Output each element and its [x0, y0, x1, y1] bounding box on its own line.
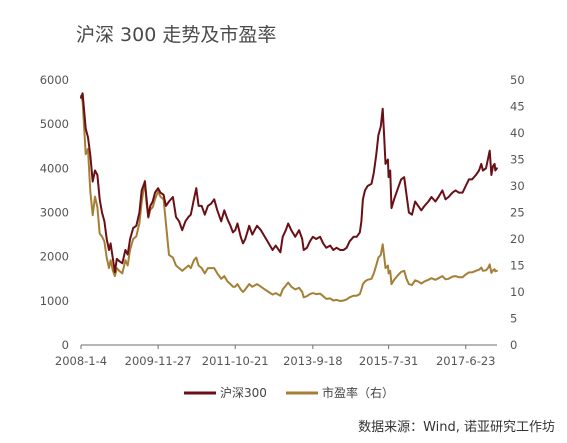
left-y-tick-label: 4000 — [40, 161, 69, 175]
x-tick-label: 2013-9-18 — [283, 354, 343, 368]
right-y-tick-label: 45 — [510, 100, 525, 114]
right-y-tick-label: 15 — [510, 259, 525, 273]
csi300-index-line — [80, 92, 498, 274]
right-y-tick-label: 20 — [510, 232, 525, 246]
chart-title: 沪深 300 走势及市盈率 — [76, 24, 277, 46]
right-y-tick-label: 35 — [510, 153, 525, 167]
legend-label: 沪深300 — [220, 386, 267, 400]
x-tick-label: 2008-1-4 — [55, 354, 107, 368]
right-y-tick-label: 10 — [510, 285, 525, 299]
x-tick-label: 2009-11-27 — [125, 354, 192, 368]
axes: 2008-1-4 2009-11-27 2011-10-21 2013-9-18 201… — [40, 73, 525, 368]
left-y-tick-label: 3000 — [40, 206, 69, 220]
legend-item-pe-ratio: 市盈率（右） — [286, 385, 394, 400]
x-tick-label: 2017-6-23 — [436, 354, 496, 368]
left-y-tick-label: 5000 — [40, 117, 69, 131]
pe-ratio-line — [80, 94, 498, 302]
left-y-tick-label: 2000 — [40, 250, 69, 264]
legend: 沪深300 市盈率（右） — [184, 385, 394, 400]
right-y-tick-label: 30 — [510, 179, 525, 193]
right-y-tick-label: 5 — [510, 312, 517, 326]
x-tick-label: 2015-7-31 — [359, 354, 419, 368]
legend-label: 市盈率（右） — [322, 385, 394, 400]
right-y-tick-label: 40 — [510, 126, 525, 140]
right-y-tick-label: 50 — [510, 73, 525, 87]
left-y-tick-label: 1000 — [40, 294, 69, 308]
x-tick-label: 2011-10-21 — [202, 354, 269, 368]
left-y-tick-label: 6000 — [40, 73, 69, 87]
source-note: 数据来源：Wind, 诺亚研究工作坊 — [358, 420, 555, 435]
series-lines — [80, 92, 498, 302]
right-y-tick-label: 25 — [510, 206, 525, 220]
right-y-tick-label: 0 — [510, 338, 517, 352]
legend-item-csi300: 沪深300 — [184, 386, 267, 400]
left-y-tick-label: 0 — [62, 338, 69, 352]
